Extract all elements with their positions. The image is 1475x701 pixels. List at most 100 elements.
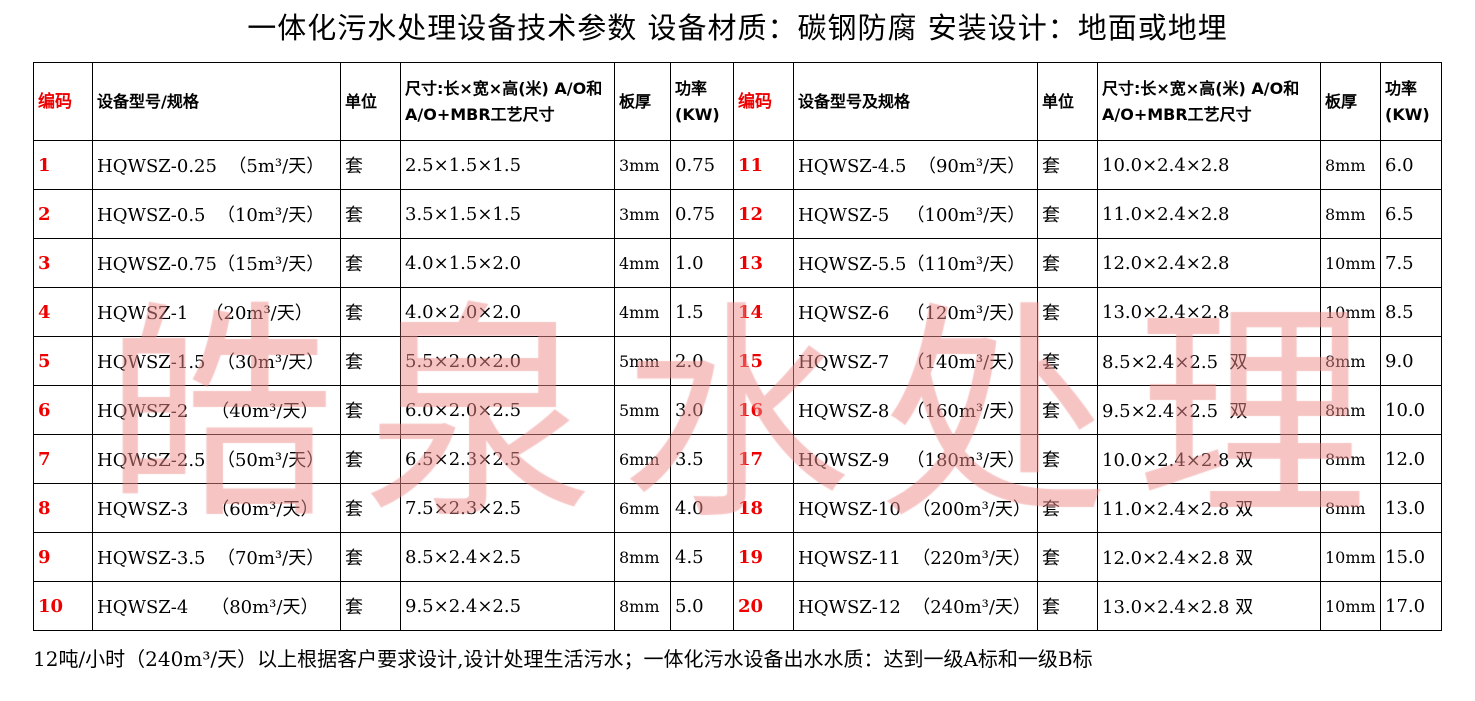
cell-dimensions: 9.5×2.4×2.5 双 bbox=[1097, 385, 1321, 435]
table-row: 8 HQWSZ-3 （60m³/天）套 7.5×2.3×2.5 6mm 4.0 18 HQW… bbox=[33, 483, 1442, 533]
cell-dimensions: 8.5×2.4×2.5 bbox=[400, 532, 615, 582]
cell-model-spec: HQWSZ-10 （200m³/天） bbox=[793, 483, 1038, 533]
cell-model-spec: HQWSZ-4.5 （90m³/天） bbox=[793, 140, 1038, 190]
cell-model-spec: HQWSZ-0.75（15m³/天） bbox=[92, 238, 341, 288]
cell-dimensions: 7.5×2.3×2.5 bbox=[400, 483, 615, 533]
cell-power: 1.5 bbox=[670, 287, 734, 337]
cell-model-spec: HQWSZ-3.5 （70m³/天） bbox=[92, 532, 341, 582]
cell-plate-thickness: 5mm bbox=[614, 385, 671, 435]
cell-dimensions: 13.0×2.4×2.8 双 bbox=[1097, 581, 1321, 631]
cell-code: 14 bbox=[733, 287, 794, 337]
cell-code: 3 bbox=[33, 238, 93, 288]
cell-power: 6.5 bbox=[1380, 189, 1442, 239]
cell-model-spec: HQWSZ-5.5（110m³/天） bbox=[793, 238, 1038, 288]
spec-table: 编码 设备型号/规格 单位 尺寸:长×宽×高(米) A/O和A/O+MBR工艺尺寸 板厚… bbox=[33, 62, 1442, 631]
cell-code: 6 bbox=[33, 385, 93, 435]
cell-dimensions: 6.0×2.0×2.5 bbox=[400, 385, 615, 435]
header-power: 功率 (KW) bbox=[670, 62, 734, 141]
cell-dimensions: 3.5×1.5×1.5 bbox=[400, 189, 615, 239]
cell-plate-thickness: 8mm bbox=[1320, 434, 1381, 484]
cell-unit: 套 bbox=[1037, 287, 1098, 337]
cell-power: 1.0 bbox=[670, 238, 734, 288]
cell-unit: 套 bbox=[340, 336, 401, 386]
cell-power: 5.0 bbox=[670, 581, 734, 631]
cell-model-spec: HQWSZ-9 （180m³/天） bbox=[793, 434, 1038, 484]
cell-dimensions: 6.5×2.3×2.5 bbox=[400, 434, 615, 484]
cell-model-spec: HQWSZ-1 （20m³/天） bbox=[92, 287, 341, 337]
cell-power: 3.5 bbox=[670, 434, 734, 484]
cell-code: 17 bbox=[733, 434, 794, 484]
cell-plate-thickness: 10mm bbox=[1320, 238, 1381, 288]
header-dimensions: 尺寸:长×宽×高(米) A/O和A/O+MBR工艺尺寸 bbox=[400, 62, 615, 141]
cell-unit: 套 bbox=[340, 140, 401, 190]
cell-model-spec: HQWSZ-8 （160m³/天） bbox=[793, 385, 1038, 435]
cell-model-spec: HQWSZ-0.5 （10m³/天） bbox=[92, 189, 341, 239]
table-row: 3 HQWSZ-0.75（15m³/天）套 4.0×1.5×2.0 4mm 1.0 13 H… bbox=[33, 238, 1442, 288]
cell-dimensions: 8.5×2.4×2.5 双 bbox=[1097, 336, 1321, 386]
header-unit: 单位 bbox=[1037, 62, 1098, 141]
cell-unit: 套 bbox=[340, 189, 401, 239]
cell-model-spec: HQWSZ-12 （240m³/天） bbox=[793, 581, 1038, 631]
header-unit: 单位 bbox=[340, 62, 401, 141]
cell-power: 3.0 bbox=[670, 385, 734, 435]
cell-code: 11 bbox=[733, 140, 794, 190]
cell-code: 19 bbox=[733, 532, 794, 582]
cell-code: 8 bbox=[33, 483, 93, 533]
cell-power: 2.0 bbox=[670, 336, 734, 386]
cell-model-spec: HQWSZ-2 （40m³/天） bbox=[92, 385, 341, 435]
cell-plate-thickness: 5mm bbox=[614, 336, 671, 386]
cell-model-spec: HQWSZ-1.5 （30m³/天） bbox=[92, 336, 341, 386]
header-code: 编码 bbox=[733, 62, 794, 141]
header-power: 功率 (KW) bbox=[1380, 62, 1442, 141]
cell-power: 9.0 bbox=[1380, 336, 1442, 386]
table-row: 5 HQWSZ-1.5 （30m³/天）套 5.5×2.0×2.0 5mm 2.0 15 H… bbox=[33, 336, 1442, 386]
cell-unit: 套 bbox=[340, 483, 401, 533]
cell-unit: 套 bbox=[1037, 581, 1098, 631]
cell-power: 17.0 bbox=[1380, 581, 1442, 631]
cell-code: 10 bbox=[33, 581, 93, 631]
cell-code: 15 bbox=[733, 336, 794, 386]
cell-unit: 套 bbox=[340, 238, 401, 288]
cell-power: 0.75 bbox=[670, 189, 734, 239]
cell-unit: 套 bbox=[1037, 483, 1098, 533]
cell-model-spec: HQWSZ-2.5 （50m³/天） bbox=[92, 434, 341, 484]
cell-power: 0.75 bbox=[670, 140, 734, 190]
cell-model-spec: HQWSZ-7 （140m³/天） bbox=[793, 336, 1038, 386]
cell-code: 9 bbox=[33, 532, 93, 582]
cell-power: 7.5 bbox=[1380, 238, 1442, 288]
cell-plate-thickness: 8mm bbox=[1320, 336, 1381, 386]
header-model-spec: 设备型号/规格 bbox=[92, 62, 341, 141]
cell-plate-thickness: 8mm bbox=[1320, 385, 1381, 435]
cell-dimensions: 5.5×2.0×2.0 bbox=[400, 336, 615, 386]
cell-plate-thickness: 6mm bbox=[614, 434, 671, 484]
cell-model-spec: HQWSZ-5 （100m³/天） bbox=[793, 189, 1038, 239]
cell-unit: 套 bbox=[1037, 189, 1098, 239]
cell-code: 7 bbox=[33, 434, 93, 484]
cell-unit: 套 bbox=[1037, 532, 1098, 582]
table-row: 9 HQWSZ-3.5 （70m³/天）套 8.5×2.4×2.5 8mm 4.5 19 H… bbox=[33, 532, 1442, 582]
cell-power: 15.0 bbox=[1380, 532, 1442, 582]
cell-code: 16 bbox=[733, 385, 794, 435]
cell-plate-thickness: 10mm bbox=[1320, 287, 1381, 337]
cell-dimensions: 12.0×2.4×2.8 双 bbox=[1097, 532, 1321, 582]
cell-model-spec: HQWSZ-11 （220m³/天） bbox=[793, 532, 1038, 582]
cell-code: 1 bbox=[33, 140, 93, 190]
header-row: 编码 设备型号/规格 单位 尺寸:长×宽×高(米) A/O和A/O+MBR工艺尺寸 板厚… bbox=[33, 62, 1442, 141]
cell-power: 10.0 bbox=[1380, 385, 1442, 435]
cell-plate-thickness: 4mm bbox=[614, 238, 671, 288]
cell-model-spec: HQWSZ-6 （120m³/天） bbox=[793, 287, 1038, 337]
cell-unit: 套 bbox=[340, 385, 401, 435]
cell-dimensions: 9.5×2.4×2.5 bbox=[400, 581, 615, 631]
table-row: 4 HQWSZ-1 （20m³/天）套 4.0×2.0×2.0 4mm 1.5 14 HQW… bbox=[33, 287, 1442, 337]
footer-note: 12吨/小时（240m³/天）以上根据客户要求设计,设计处理生活污水；一体化污水… bbox=[33, 647, 1093, 671]
cell-dimensions: 4.0×1.5×2.0 bbox=[400, 238, 615, 288]
cell-power: 8.5 bbox=[1380, 287, 1442, 337]
cell-dimensions: 13.0×2.4×2.8 bbox=[1097, 287, 1321, 337]
header-dimensions: 尺寸:长×宽×高(米) A/O和A/O+MBR工艺尺寸 bbox=[1097, 62, 1321, 141]
cell-dimensions: 11.0×2.4×2.8 bbox=[1097, 189, 1321, 239]
cell-code: 20 bbox=[733, 581, 794, 631]
cell-unit: 套 bbox=[1037, 434, 1098, 484]
cell-plate-thickness: 3mm bbox=[614, 140, 671, 190]
cell-unit: 套 bbox=[1037, 336, 1098, 386]
header-plate-thickness: 板厚 bbox=[1320, 62, 1381, 141]
